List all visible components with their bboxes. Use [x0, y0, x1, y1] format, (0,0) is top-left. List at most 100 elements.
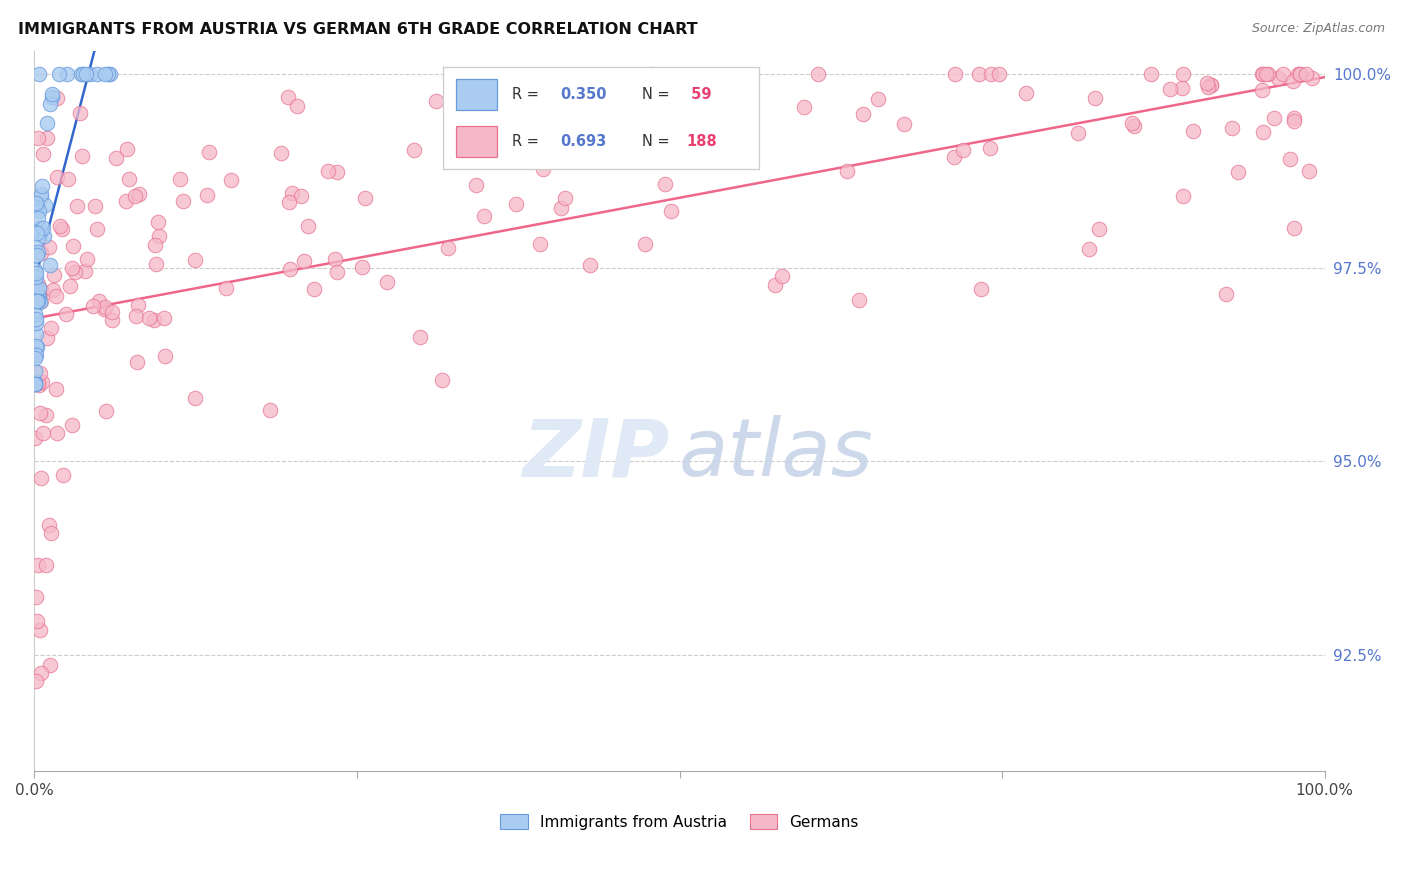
Point — [1288, 67, 1310, 81]
Point — [641, 67, 664, 81]
Point — [866, 92, 889, 106]
Point — [86, 67, 108, 81]
Point — [1088, 222, 1111, 236]
Point — [38, 658, 60, 673]
Point — [285, 99, 308, 113]
Point — [94, 67, 117, 81]
Point — [28, 378, 51, 392]
Point — [1078, 242, 1101, 256]
Point — [153, 310, 176, 325]
Point — [1121, 116, 1143, 130]
Legend: Immigrants from Austria, Germans: Immigrants from Austria, Germans — [494, 808, 865, 836]
Point — [27, 277, 49, 292]
Point — [353, 191, 375, 205]
Point — [66, 199, 89, 213]
Point — [634, 237, 657, 252]
Point — [602, 91, 624, 105]
Point — [65, 265, 87, 279]
Point — [27, 294, 49, 309]
Point — [1267, 70, 1289, 85]
Point — [465, 178, 488, 193]
Point — [27, 290, 49, 304]
Point — [28, 290, 51, 304]
Point — [24, 351, 46, 365]
Point — [1271, 67, 1294, 81]
Point — [409, 330, 432, 344]
Point — [195, 188, 218, 202]
Point — [24, 431, 46, 445]
Point — [404, 143, 426, 157]
Point — [24, 674, 46, 689]
Point — [25, 348, 48, 362]
Text: N =: N = — [643, 87, 675, 102]
Point — [101, 313, 124, 327]
Point — [82, 299, 104, 313]
Point — [32, 146, 55, 161]
Point — [1199, 78, 1222, 92]
Point — [508, 144, 530, 158]
Point — [550, 201, 572, 215]
Point — [56, 67, 79, 81]
Point — [763, 277, 786, 292]
Point — [1159, 82, 1181, 96]
Point — [654, 178, 676, 192]
Point — [505, 197, 527, 211]
Point — [1301, 71, 1323, 86]
Bar — [456, 127, 496, 157]
Point — [28, 67, 51, 81]
Point — [27, 244, 49, 259]
Point — [713, 118, 735, 132]
Point — [1286, 67, 1309, 81]
Point — [28, 366, 51, 380]
Point — [24, 346, 46, 360]
Point — [75, 264, 97, 278]
Point — [169, 171, 191, 186]
Point — [24, 376, 46, 391]
Point — [24, 238, 46, 252]
Point — [41, 87, 63, 101]
Point — [807, 67, 830, 81]
Point — [101, 305, 124, 319]
Point — [32, 221, 55, 235]
Point — [25, 316, 48, 330]
Point — [1215, 287, 1237, 301]
Point — [425, 94, 447, 108]
Point — [1278, 152, 1301, 166]
Point — [118, 172, 141, 186]
Point — [25, 248, 48, 262]
Point — [138, 310, 160, 325]
Point — [848, 293, 870, 307]
Point — [28, 220, 51, 235]
Point — [987, 67, 1010, 81]
Point — [60, 260, 83, 275]
Point — [45, 288, 67, 302]
Point — [281, 186, 304, 200]
Point — [472, 209, 495, 223]
Point — [72, 67, 94, 81]
Point — [125, 355, 148, 369]
Point — [62, 239, 84, 253]
Point — [27, 375, 49, 389]
Point — [94, 404, 117, 418]
Point — [1251, 67, 1274, 81]
Point — [198, 145, 221, 159]
Point — [83, 199, 105, 213]
Point — [30, 471, 52, 485]
Point — [970, 282, 993, 296]
Point — [52, 467, 75, 482]
Point — [219, 173, 242, 187]
Point — [24, 375, 46, 389]
Point — [1140, 67, 1163, 81]
Text: atlas: atlas — [679, 416, 873, 493]
Point — [259, 402, 281, 417]
Point — [464, 104, 486, 119]
Point — [1173, 188, 1195, 202]
Point — [27, 200, 49, 214]
Point — [145, 257, 167, 271]
Point — [375, 275, 398, 289]
Point — [278, 261, 301, 276]
Point — [1220, 120, 1243, 135]
Point — [326, 265, 349, 279]
Point — [24, 262, 46, 277]
Point — [25, 340, 48, 354]
